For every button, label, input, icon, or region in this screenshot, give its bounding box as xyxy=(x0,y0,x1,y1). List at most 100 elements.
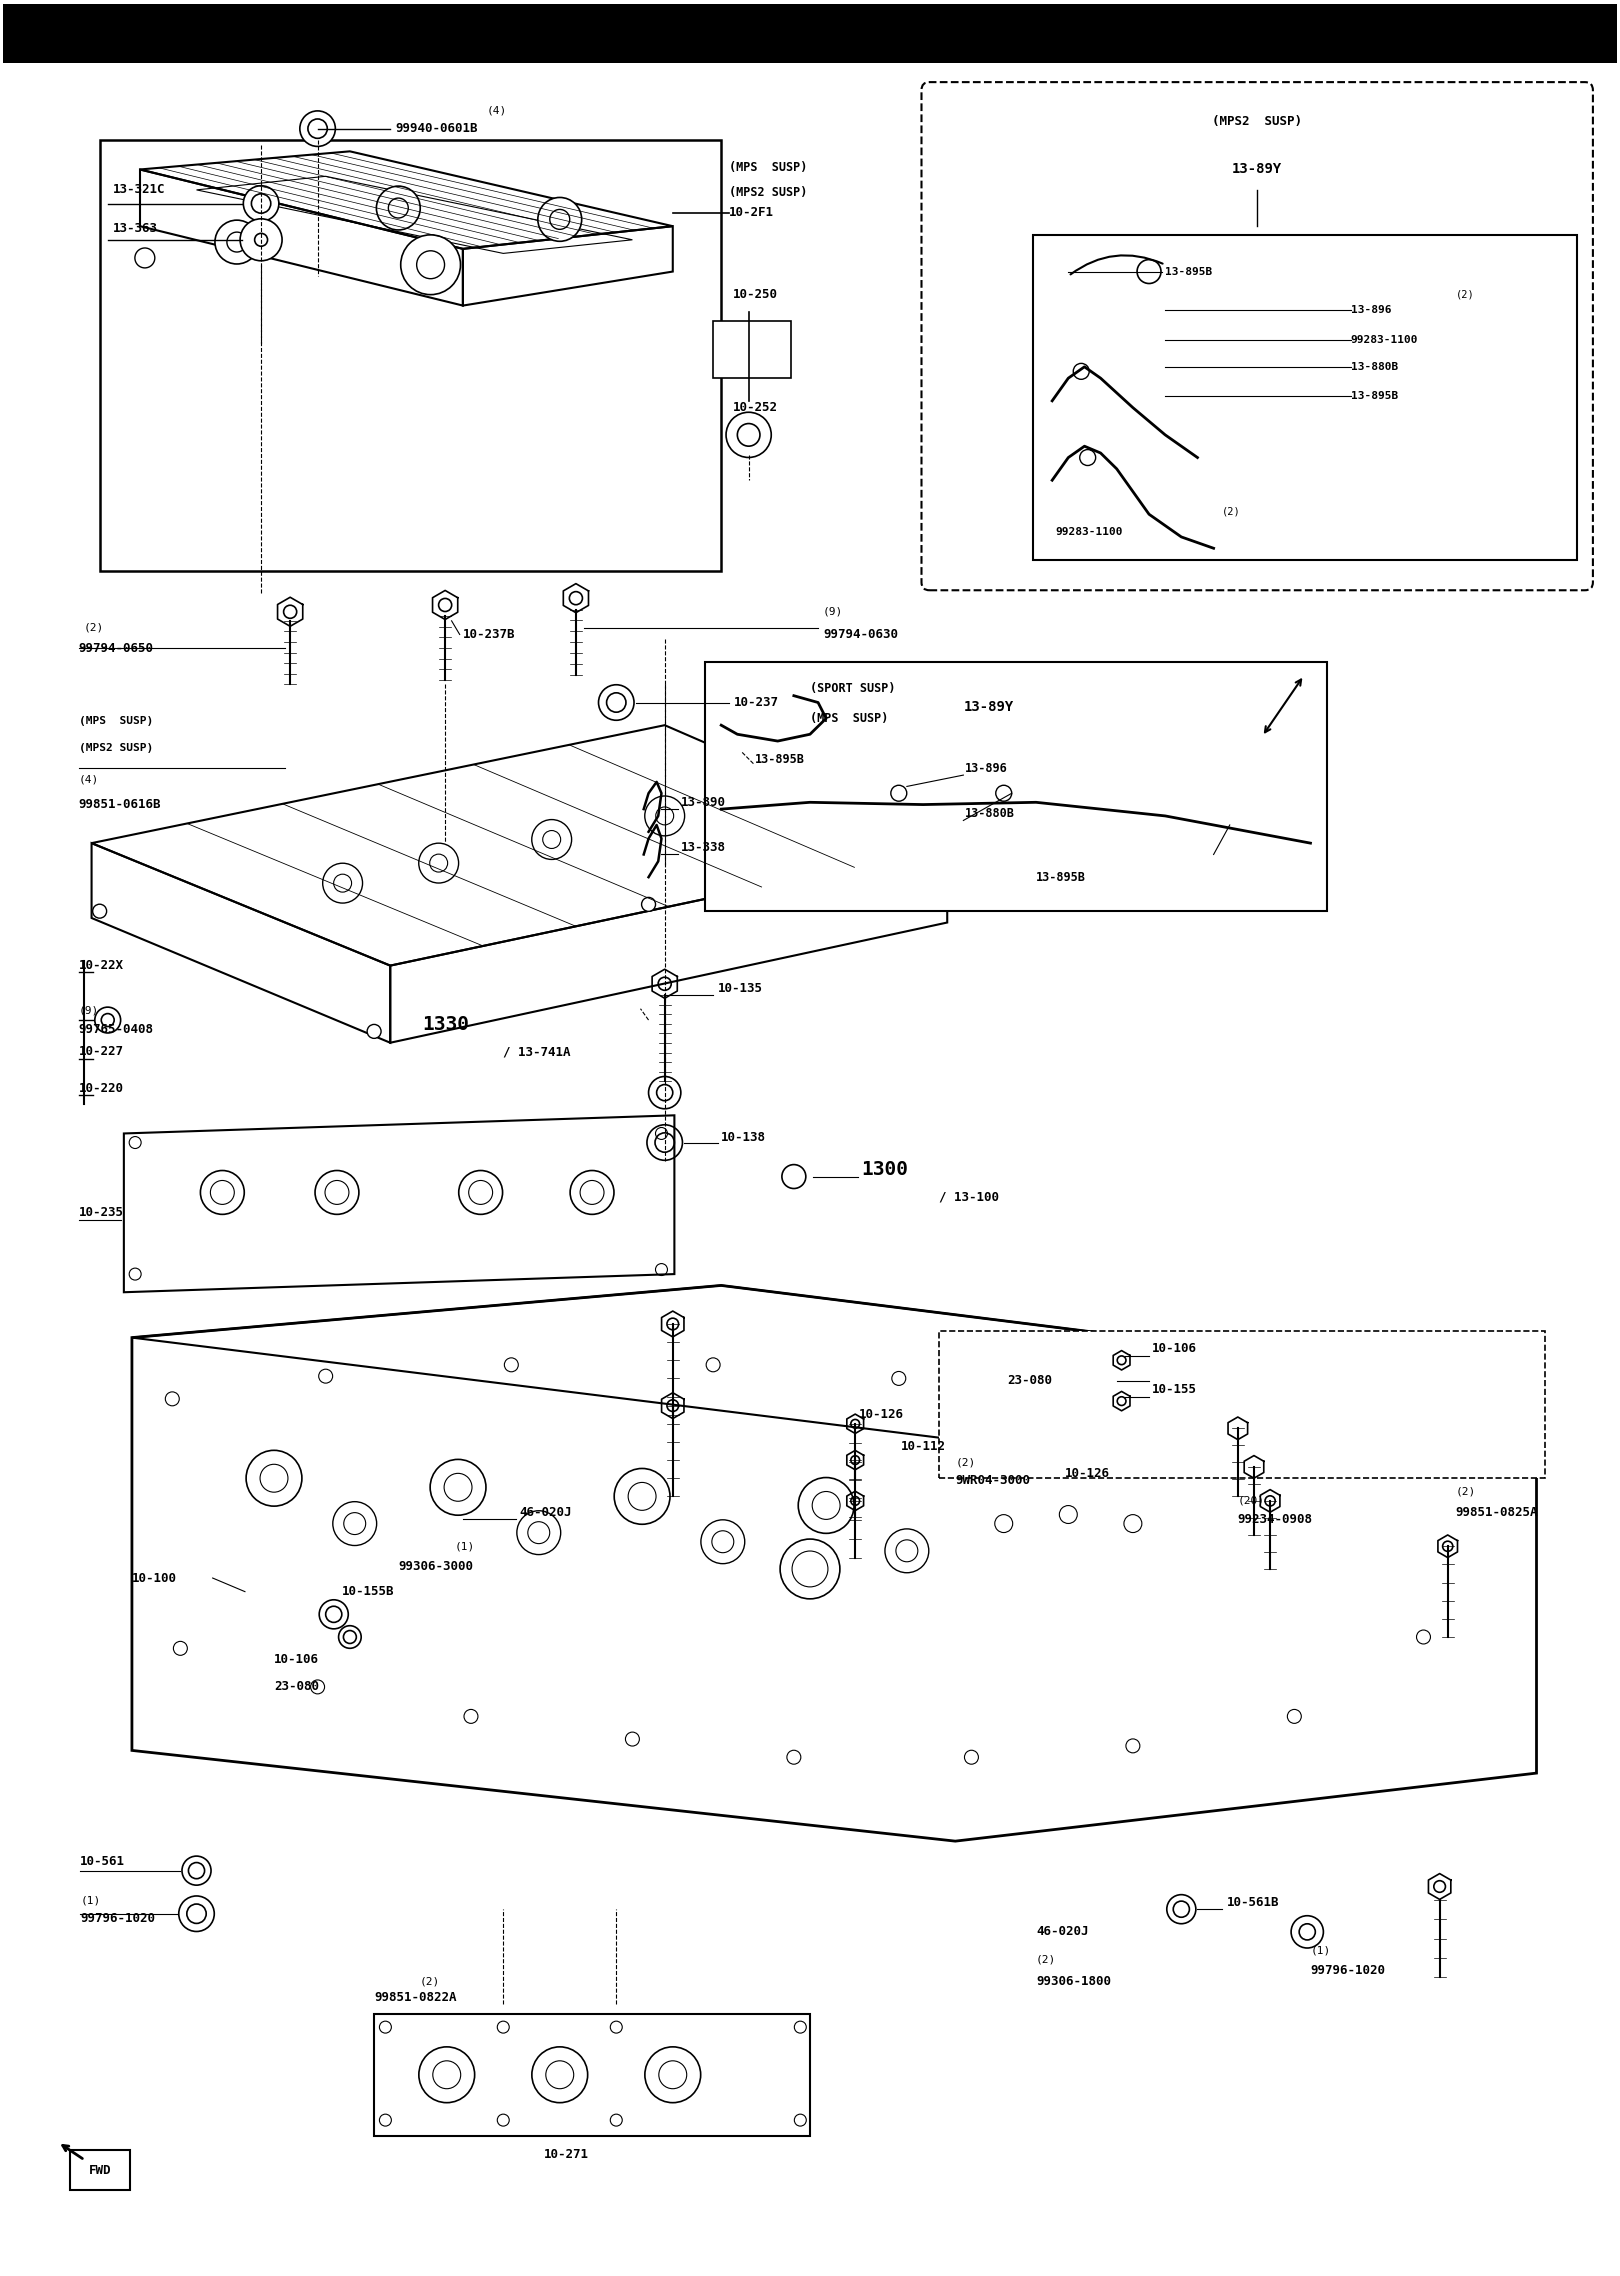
Text: (2): (2) xyxy=(1456,1486,1476,1498)
Circle shape xyxy=(726,412,771,457)
Text: 23-080: 23-080 xyxy=(274,1680,319,1693)
Circle shape xyxy=(1291,1916,1324,1948)
Circle shape xyxy=(1288,1709,1301,1723)
Circle shape xyxy=(885,1529,928,1573)
Text: 10-106: 10-106 xyxy=(274,1652,319,1666)
Bar xyxy=(3,5,1617,64)
Circle shape xyxy=(178,1896,214,1932)
Circle shape xyxy=(782,1165,805,1188)
Circle shape xyxy=(995,1514,1012,1532)
Circle shape xyxy=(964,1750,978,1764)
Circle shape xyxy=(243,187,279,221)
Text: 13-896: 13-896 xyxy=(966,762,1008,774)
Circle shape xyxy=(891,785,907,801)
Text: 99283-1100: 99283-1100 xyxy=(1055,528,1123,537)
Circle shape xyxy=(701,1520,745,1564)
Text: 10-126: 10-126 xyxy=(859,1409,904,1420)
Text: 9WR04-3000: 9WR04-3000 xyxy=(956,1475,1030,1486)
Circle shape xyxy=(134,248,156,269)
Text: 99794-0650: 99794-0650 xyxy=(79,642,154,655)
Text: (MPS  SUSP): (MPS SUSP) xyxy=(810,712,888,724)
Circle shape xyxy=(1074,364,1089,380)
Circle shape xyxy=(92,904,107,917)
Text: 13-363: 13-363 xyxy=(112,223,157,234)
Text: 10-227: 10-227 xyxy=(79,1045,123,1058)
Bar xyxy=(705,662,1327,910)
Text: FWD: FWD xyxy=(89,2164,110,2176)
Circle shape xyxy=(458,1170,502,1215)
Text: 99940-0601B: 99940-0601B xyxy=(395,123,478,134)
Circle shape xyxy=(504,1359,518,1372)
Text: 99851-0825A: 99851-0825A xyxy=(1456,1507,1539,1518)
Circle shape xyxy=(165,1393,180,1407)
Text: (2): (2) xyxy=(84,624,104,633)
Circle shape xyxy=(463,1709,478,1723)
Text: 10-155B: 10-155B xyxy=(342,1584,394,1598)
Text: 99851-0616B: 99851-0616B xyxy=(79,799,160,810)
Circle shape xyxy=(311,1680,324,1693)
Text: 46-020J: 46-020J xyxy=(1037,1925,1089,1939)
Circle shape xyxy=(181,1857,211,1885)
Text: 23-080: 23-080 xyxy=(1008,1375,1051,1386)
Text: / 13-741A: / 13-741A xyxy=(504,1045,570,1058)
Circle shape xyxy=(995,1448,1012,1463)
Circle shape xyxy=(781,1539,839,1598)
Text: CYLINDER HEAD & COVER (2000CC): CYLINDER HEAD & COVER (2000CC) xyxy=(659,25,961,43)
Circle shape xyxy=(1126,1739,1140,1753)
Text: (MPS  SUSP): (MPS SUSP) xyxy=(729,162,808,173)
Text: (MPS2  SUSP): (MPS2 SUSP) xyxy=(1212,116,1302,127)
Circle shape xyxy=(314,1170,360,1215)
Text: 13-880B: 13-880B xyxy=(966,808,1014,819)
Circle shape xyxy=(215,221,259,264)
Text: (9): (9) xyxy=(823,608,842,617)
Bar xyxy=(1034,234,1576,560)
Text: (1): (1) xyxy=(455,1541,475,1552)
Circle shape xyxy=(531,2046,588,2103)
Text: 10-252: 10-252 xyxy=(732,401,778,414)
Circle shape xyxy=(1124,1448,1142,1463)
Circle shape xyxy=(799,1477,854,1534)
Text: (2): (2) xyxy=(956,1457,975,1468)
Text: 1330: 1330 xyxy=(423,1015,470,1033)
Text: (1): (1) xyxy=(81,1896,100,1905)
Text: (9): (9) xyxy=(79,1006,99,1015)
Text: 10-250: 10-250 xyxy=(732,287,778,300)
Circle shape xyxy=(300,112,335,146)
Text: 10-106: 10-106 xyxy=(1152,1343,1197,1356)
Text: 13-321C: 13-321C xyxy=(112,184,165,196)
Text: (MPS  SUSP): (MPS SUSP) xyxy=(79,715,152,726)
Circle shape xyxy=(1077,1391,1092,1404)
Text: 10-155: 10-155 xyxy=(1152,1384,1197,1395)
Circle shape xyxy=(201,1170,245,1215)
Text: 13-895B: 13-895B xyxy=(1165,266,1212,278)
Circle shape xyxy=(418,842,458,883)
Text: 13-880B: 13-880B xyxy=(1351,362,1398,371)
Circle shape xyxy=(420,2046,475,2103)
Circle shape xyxy=(368,1024,381,1038)
Text: / 13-100: / 13-100 xyxy=(940,1190,1000,1204)
Text: 99306-3000: 99306-3000 xyxy=(399,1559,473,1573)
Text: (4): (4) xyxy=(488,105,507,116)
Text: 46-020J: 46-020J xyxy=(520,1507,572,1518)
Text: 13-895B: 13-895B xyxy=(755,753,805,765)
Circle shape xyxy=(332,1502,377,1545)
Circle shape xyxy=(96,1008,120,1033)
Circle shape xyxy=(517,1511,561,1555)
Text: 10-271: 10-271 xyxy=(544,2149,588,2160)
Text: 99765-0408: 99765-0408 xyxy=(79,1022,154,1036)
Circle shape xyxy=(319,1370,332,1384)
Text: 10-561: 10-561 xyxy=(81,1855,125,1869)
Circle shape xyxy=(645,797,685,835)
Text: 99796-1020: 99796-1020 xyxy=(1311,1964,1385,1978)
Text: 13-895B: 13-895B xyxy=(1351,391,1398,401)
Circle shape xyxy=(431,1459,486,1516)
Circle shape xyxy=(1137,259,1162,284)
Text: 10-2F1: 10-2F1 xyxy=(729,207,774,218)
Text: 10-237B: 10-237B xyxy=(463,628,515,642)
Circle shape xyxy=(996,785,1012,801)
Circle shape xyxy=(246,1450,301,1507)
Polygon shape xyxy=(131,1286,1536,1841)
Text: (2): (2) xyxy=(1456,289,1474,298)
Circle shape xyxy=(322,863,363,904)
Circle shape xyxy=(240,218,282,262)
